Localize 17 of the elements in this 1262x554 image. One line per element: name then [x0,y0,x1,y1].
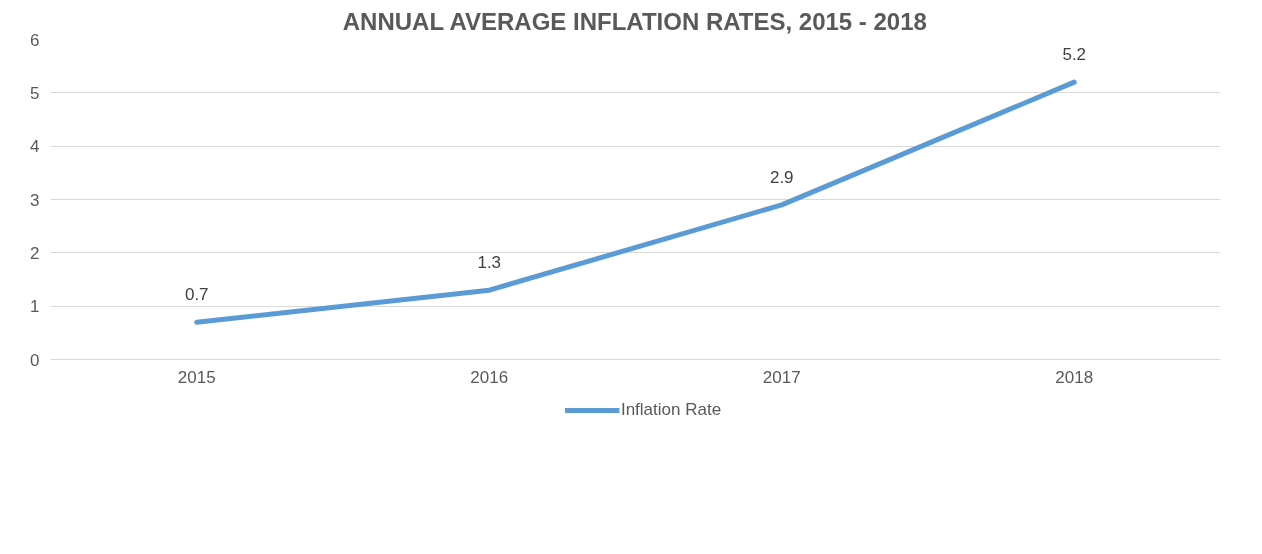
y-tick-label: 5 [30,83,40,103]
data-label: 1.3 [477,253,502,273]
y-tick-label: 6 [30,30,40,50]
x-tick-label: 2016 [470,367,509,387]
y-tick-label: 4 [30,137,40,157]
y-tick-label: 3 [30,190,40,210]
data-label: 2.9 [769,167,794,187]
x-tick-label: 2018 [1055,367,1094,387]
y-tick-label: 0 [30,350,40,370]
x-tick-label: 2017 [762,367,801,387]
chart-title: ANNUAL AVERAGE INFLATION RATES, 2015 - 2018 [342,7,927,35]
legend-label: Inflation Rate [620,400,722,420]
data-label: 0.7 [184,285,209,305]
x-tick-label: 2015 [177,367,216,387]
y-tick-label: 2 [30,243,40,263]
y-tick-label: 1 [30,297,40,317]
data-label: 5.2 [1062,45,1087,65]
